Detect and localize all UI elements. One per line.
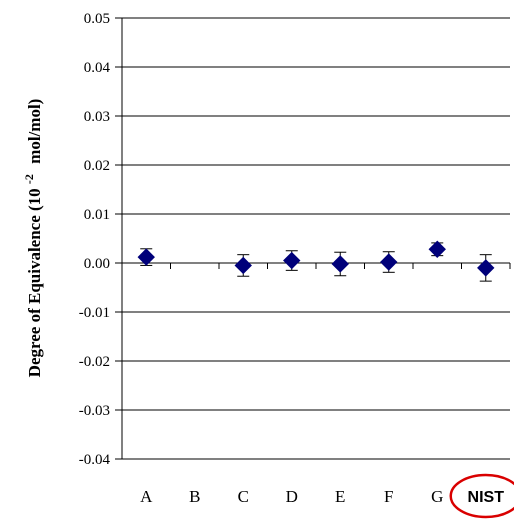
y-tick-label: 0.05 [84,11,110,27]
data-point-nist [477,259,495,277]
data-point-c [234,256,252,275]
x-category-label: A [140,487,153,506]
y-axis-title-exponent: -2 [22,174,36,184]
y-tick-label: -0.02 [79,354,110,370]
y-axis-title-main: Degree of Equivalence (10 [25,188,44,377]
y-tick-label: 0.01 [84,207,110,223]
highlight-circle [449,473,514,519]
y-axis-title-unit: mol/mol) [25,99,44,164]
data-point-d [283,251,301,270]
data-point-f [380,253,398,271]
y-tick-label: 0.03 [84,109,110,125]
y-tick-label: -0.04 [79,452,111,468]
x-category-label: F [384,487,393,506]
x-category-labels: A B C D E F G NIST [140,473,514,519]
y-tick-label: 0.00 [84,256,110,272]
x-category-label: NIST [468,489,505,506]
data-point-e [331,255,349,273]
x-category-label: B [189,487,200,506]
x-category-label: C [238,487,249,506]
y-tick-labels: 0.05 0.04 0.03 0.02 0.01 0.00 -0.01 -0.02 -0.03 -… [79,11,111,468]
data-points [137,240,495,277]
y-tick-label: 0.02 [84,158,110,174]
data-point-a [137,248,155,266]
x-category-label: E [335,487,345,506]
data-point-g [428,240,446,258]
y-axis-title: Degree of Equivalence (10 -2 mol/mol) [18,99,44,378]
x-category-label: D [286,487,298,506]
y-tick-label: 0.04 [84,60,111,76]
y-tick-label: -0.03 [79,403,110,419]
gridlines [115,17,510,460]
zero-axis [122,262,511,269]
x-category-label: G [431,487,443,506]
y-tick-label: -0.01 [79,305,110,321]
svg-text:Degree of Equivalence (10: Degree of Equivalence (10 -2 mol/mol) [18,99,44,378]
